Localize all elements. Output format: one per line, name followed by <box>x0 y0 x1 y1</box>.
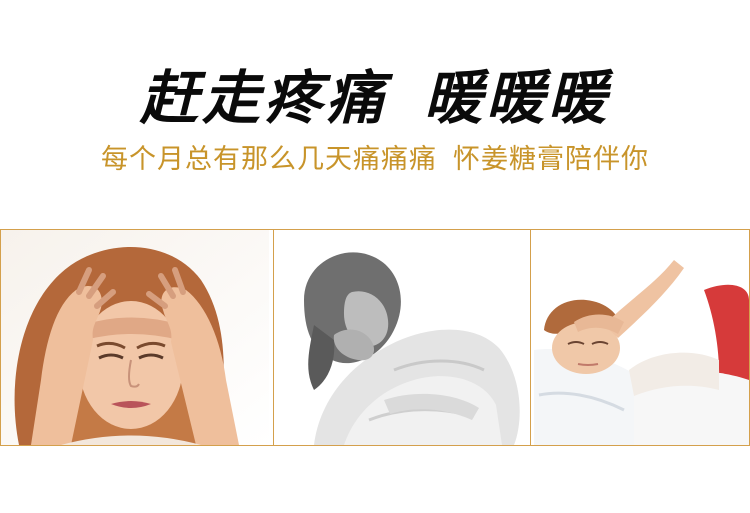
tagline-part2: 怀姜糖膏陪伴你 <box>453 144 649 175</box>
woman-doubled-over-photo <box>273 230 531 445</box>
tagline-part1: 每个月总有那么几天痛痛痛 <box>101 144 437 175</box>
photo-3-illustration <box>534 230 749 445</box>
headline-part1: 赶走疼痛 <box>139 64 388 132</box>
tagline: 每个月总有那么几天痛痛痛 怀姜糖膏陪伴你 <box>0 140 750 180</box>
photo-2-illustration <box>274 230 530 445</box>
woman-lying-in-bed-photo <box>534 230 749 445</box>
headline: 赶走疼痛 暖暖暖 <box>0 58 750 138</box>
headline-part2: 暖暖暖 <box>424 64 611 132</box>
woman-holding-head-photo <box>1 230 269 445</box>
photo-1-illustration <box>1 230 269 445</box>
photo-strip <box>0 229 750 446</box>
